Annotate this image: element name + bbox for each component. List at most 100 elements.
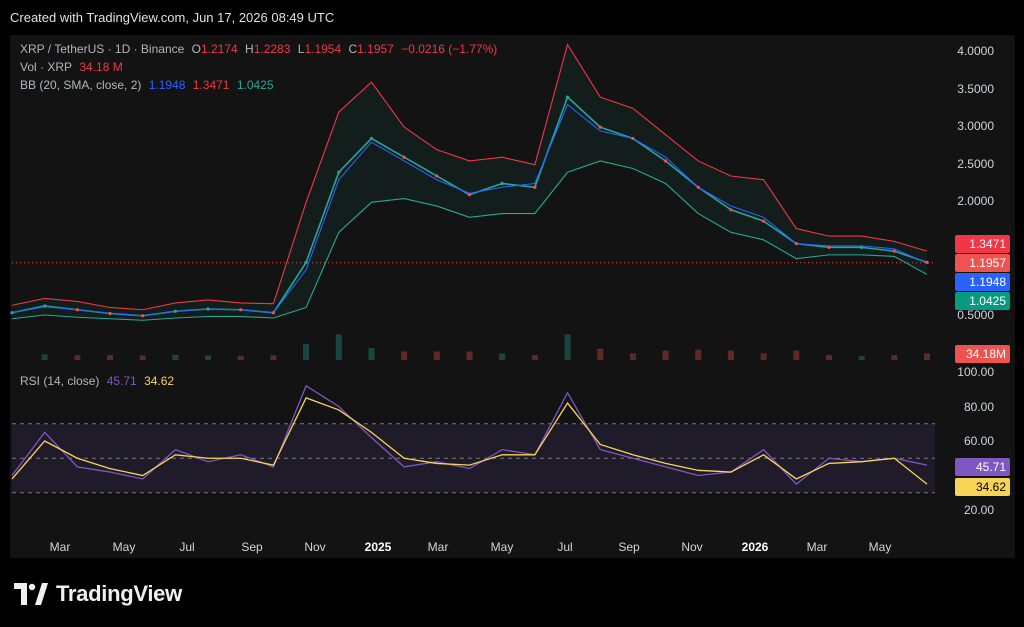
volume-bar [303, 344, 309, 360]
volume-pill: 34.18M [955, 345, 1010, 363]
tradingview-logo-icon [14, 583, 48, 605]
low-value: 1.1954 [304, 42, 341, 56]
time-axis-label: Jul [179, 540, 194, 554]
rsi-legend: RSI (14, close) 45.71 34.62 [20, 374, 178, 388]
rsi-axis-label: 60.00 [964, 434, 994, 448]
volume-bar [107, 355, 113, 360]
price-axis-label: 2.0000 [957, 194, 994, 208]
bb-label: BB (20, SMA, close, 2) [20, 78, 141, 92]
high-value: 1.2283 [254, 42, 291, 56]
rsi-pane [12, 386, 935, 493]
brand-name: TradingView [56, 581, 182, 607]
time-axis-label: Mar [428, 540, 449, 554]
bb-lower-value: 1.0425 [237, 78, 274, 92]
bb-basis-value: 1.1948 [149, 78, 186, 92]
price-axis-label: 3.5000 [957, 82, 994, 96]
volume-bar [42, 354, 48, 360]
price-axis-label: 2.5000 [957, 157, 994, 171]
price-point [435, 174, 438, 177]
volume-bar [891, 355, 897, 360]
price-point [174, 310, 177, 313]
rsi-axis-label: 80.00 [964, 400, 994, 414]
open-label: O [192, 42, 201, 56]
price-point [893, 250, 896, 253]
time-axis-label: May [113, 540, 136, 554]
bb-legend: BB (20, SMA, close, 2) 1.1948 1.3471 1.0… [20, 78, 278, 92]
price-point [468, 193, 471, 196]
volume-bar [793, 351, 799, 360]
time-axis-label: Sep [241, 540, 262, 554]
price-point [860, 246, 863, 249]
rsi-label: RSI (14, close) [20, 374, 99, 388]
volume-bar [434, 352, 440, 361]
rsi-pill: 45.71 [955, 458, 1010, 476]
price-point [599, 126, 602, 129]
volume-bar [499, 353, 505, 360]
time-axis-label: 2025 [365, 540, 392, 554]
volume-bar [728, 351, 734, 360]
volume-bar [859, 356, 865, 360]
volume-bar [467, 352, 473, 361]
time-axis-label: 2026 [742, 540, 769, 554]
volume-bar [401, 352, 407, 361]
volume-bar [336, 334, 342, 360]
price-point [108, 312, 111, 315]
price-point [827, 246, 830, 249]
price-point [43, 304, 46, 307]
rsi-axis-label: 20.00 [964, 503, 994, 517]
tradingview-brand: TradingView [14, 581, 182, 607]
price-axis-label: 3.0000 [957, 119, 994, 133]
price-point [697, 186, 700, 189]
volume-bar [238, 356, 244, 360]
volume-bar [74, 355, 80, 360]
rsi-axis-label: 100.00 [957, 365, 994, 379]
price-point [762, 219, 765, 222]
price-point [925, 261, 928, 264]
price-point [206, 307, 209, 310]
volume-bar [630, 353, 636, 360]
rsi-ma-pill: 34.62 [955, 478, 1010, 496]
price-point [76, 308, 79, 311]
close-label: C [348, 42, 357, 56]
high-label: H [245, 42, 254, 56]
bb-basis-pill: 1.1948 [955, 273, 1010, 291]
change-value: −0.0216 (−1.77%) [401, 42, 497, 56]
price-legend: XRP / TetherUS · 1D · Binance O1.2174 H1… [20, 42, 501, 56]
volume-bar [140, 355, 146, 360]
volume-bar [532, 355, 538, 360]
volume-bar [172, 355, 178, 360]
bb-upper-pill: 1.3471 [955, 235, 1010, 253]
time-axis-label: Nov [681, 540, 702, 554]
volume-bar [924, 353, 930, 360]
price-point [631, 137, 634, 140]
volume-bar [368, 348, 374, 360]
price-point [664, 159, 667, 162]
price-point [566, 95, 569, 98]
price-point [10, 311, 13, 314]
price-point [533, 186, 536, 189]
open-value: 1.2174 [201, 42, 238, 56]
price-point [141, 314, 144, 317]
volume-bar [761, 353, 767, 360]
volume-bar [597, 349, 603, 360]
rsi-value: 45.71 [107, 374, 137, 388]
price-point [370, 137, 373, 140]
volume-bar [270, 355, 276, 360]
time-axis-label: Sep [618, 540, 639, 554]
symbol-label: XRP / TetherUS · 1D · Binance [20, 42, 184, 56]
volume-legend: Vol · XRP 34.18 M [20, 60, 127, 74]
bb-lower-pill: 1.0425 [955, 292, 1010, 310]
price-point [337, 171, 340, 174]
price-axis-label: 4.0000 [957, 44, 994, 58]
volume-bars [42, 334, 930, 360]
price-point [403, 156, 406, 159]
volume-bar [205, 355, 211, 360]
volume-bar [826, 355, 832, 360]
time-axis-label: May [869, 540, 892, 554]
price-point [272, 311, 275, 314]
time-axis-label: May [491, 540, 514, 554]
rsi-ma-value: 34.62 [144, 374, 174, 388]
time-axis-label: Mar [807, 540, 828, 554]
time-axis-label: Jul [557, 540, 572, 554]
